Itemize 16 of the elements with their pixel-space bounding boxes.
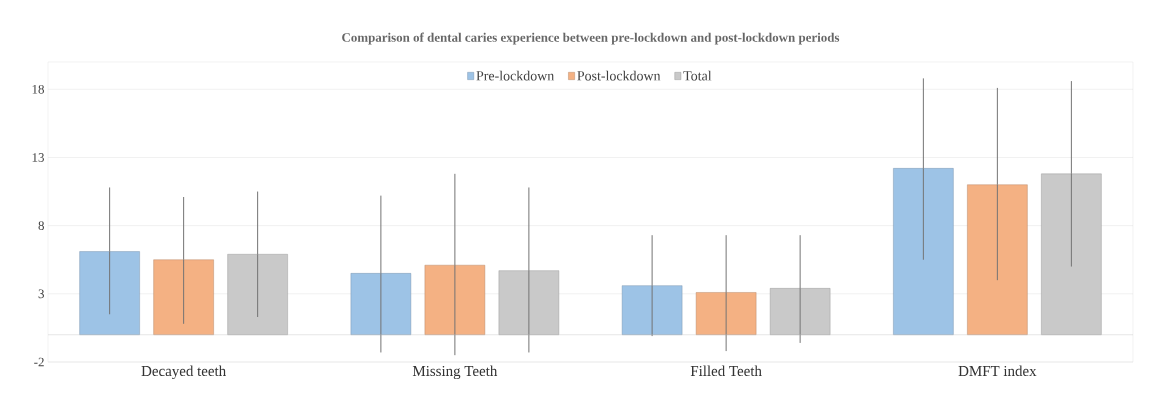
- x-tick-label: Missing Teeth: [412, 365, 498, 380]
- legend-label: Total: [683, 70, 712, 81]
- bar: [695, 292, 757, 335]
- x-tick-label: DMFT index: [958, 365, 1037, 377]
- y-tick-label: 3: [38, 289, 44, 299]
- legend-label: Post-lockdown: [577, 70, 661, 81]
- y-tick-label: 8: [38, 221, 44, 230]
- y-tick-label: -2: [34, 357, 44, 367]
- x-tick-label: Filled Teeth: [690, 365, 762, 377]
- chart-title: Comparison of dental caries experience between pre-lockdown and post-lockdown periods: [342, 32, 840, 45]
- bar: [424, 264, 486, 335]
- y-tick-label: 18: [32, 84, 44, 94]
- bar: [350, 273, 412, 335]
- x-tick-label: Decayed teeth: [141, 365, 226, 380]
- legend-label: Pre-lockdown: [476, 70, 555, 81]
- y-tick-label: 13: [32, 153, 44, 162]
